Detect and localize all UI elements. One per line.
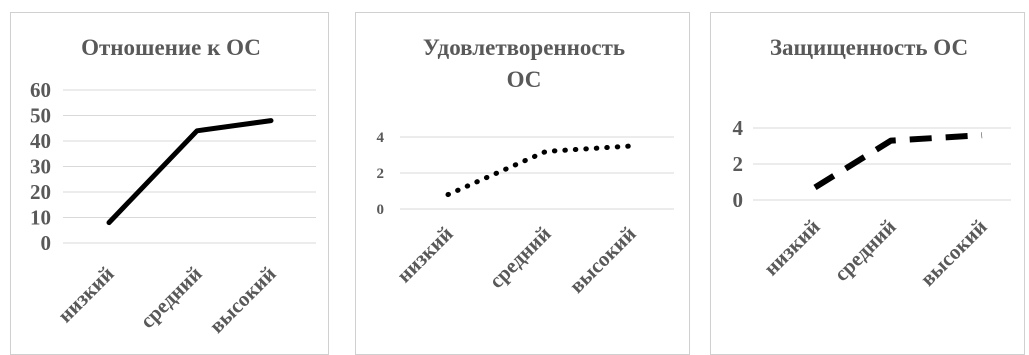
y-tick-label: 2 (733, 152, 744, 176)
y-tick-label: 20 (30, 180, 51, 204)
y-tick-label: 40 (30, 129, 51, 153)
chart-svg-1: Удовлетворенность ОС 0 2 4 низкий средний высок… (377, 35, 674, 298)
x-tick-label: низкий (392, 222, 458, 288)
chart-svg-2: Защищенность ОС 0 2 4 низкий средний высокий (733, 35, 1011, 291)
x-tick-label: высокий (564, 222, 640, 298)
y-tick-label: 0 (41, 231, 52, 255)
chart-panel-satisfaction: Удовлетворенность ОС 0 2 4 низкий средний высок… (355, 12, 690, 355)
chart-title: Удовлетворенность (423, 35, 625, 60)
chart-title: Отношение к ОС (81, 35, 261, 60)
x-tick-label: средний (484, 222, 555, 293)
y-tick-label: 0 (377, 202, 385, 218)
x-tick-label: низкий (759, 215, 825, 281)
y-tick-label: 60 (30, 78, 51, 102)
y-tick-label: 4 (733, 116, 744, 140)
chart-title: Защищенность ОС (770, 35, 968, 60)
x-tick-label: средний (135, 262, 206, 333)
x-tick-label: высокий (915, 215, 991, 291)
series-line (445, 143, 634, 198)
x-tick-label: высокий (204, 262, 280, 338)
y-tick-label: 30 (30, 154, 51, 178)
y-tick-label: 50 (30, 103, 51, 127)
series-line (813, 132, 983, 190)
chart-panel-security: Защищенность ОС 0 2 4 низкий средний высокий (710, 12, 1025, 355)
series-line (106, 118, 274, 226)
y-tick-label: 2 (377, 166, 385, 182)
x-tick-label: средний (829, 215, 900, 286)
x-tick-label: низкий (53, 262, 119, 328)
chart-panel-attitude: Отношение к ОС 0 10 20 30 40 50 60 низкий средний… (10, 12, 329, 355)
chart-title: ОС (507, 67, 542, 92)
y-tick-label: 10 (30, 205, 51, 229)
y-tick-label: 4 (377, 130, 385, 146)
y-tick-label: 0 (733, 188, 744, 212)
